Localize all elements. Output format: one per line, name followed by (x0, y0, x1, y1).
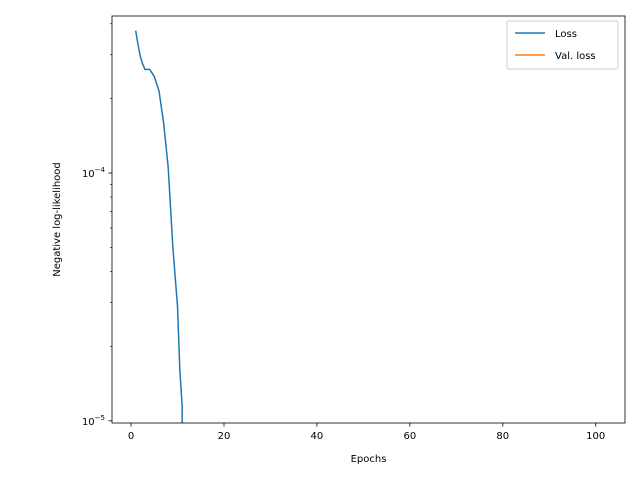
y-tick-label: 10−4 (82, 166, 106, 180)
legend-label-loss: Loss (555, 29, 577, 40)
y-axis-ticks: 10−5 10−4 (82, 23, 112, 428)
x-tick-label: 60 (403, 431, 416, 442)
y-axis-title: Negative log-likelihood (52, 162, 63, 277)
y-tick-label: 10−5 (82, 414, 105, 428)
x-tick-label: 0 (128, 431, 134, 442)
x-tick-label: 100 (586, 431, 605, 442)
x-axis-title: Epochs (351, 454, 387, 465)
plot-frame (111, 15, 626, 424)
plot-lines (134, 30, 183, 423)
x-axis-ticks: 0 20 40 60 80 100 (128, 423, 605, 442)
x-tick-label: 80 (496, 431, 509, 442)
legend: Loss Val. loss (506, 20, 619, 70)
legend-label-val-loss: Val. loss (555, 51, 596, 62)
x-tick-label: 40 (311, 431, 324, 442)
x-tick-label: 20 (218, 431, 231, 442)
series-line-loss (134, 30, 183, 423)
